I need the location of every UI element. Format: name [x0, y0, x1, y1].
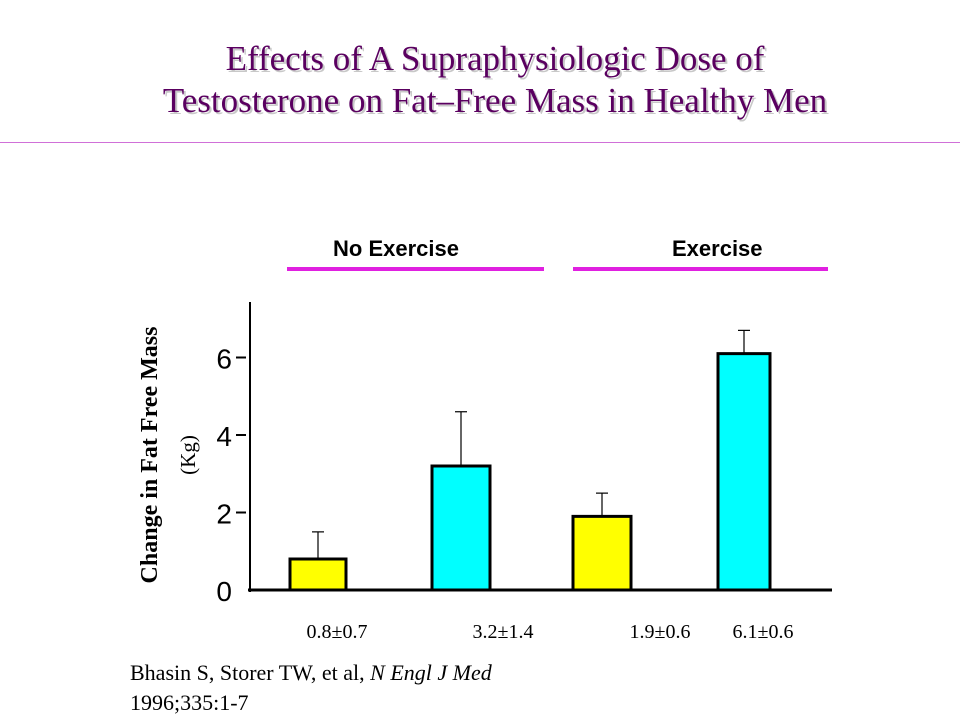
citation-authors: Bhasin S, Storer TW, et al, — [130, 660, 371, 685]
bar-0 — [288, 557, 348, 592]
citation: Bhasin S, Storer TW, et al, N Engl J Med… — [130, 658, 690, 718]
group-label-no-exercise: No Exercise — [333, 236, 459, 261]
slide-title: Effects of A Supraphysiologic Dose of Te… — [0, 38, 960, 122]
y-axis-label: Change in Fat Free Mass — [137, 327, 163, 584]
title-line-2: Testosterone on Fat–Free Mass in Healthy… — [162, 81, 828, 120]
y-tick-label: 2 — [216, 499, 232, 530]
x-category-label: 1.9±0.6 — [630, 621, 691, 643]
citation-journal: N Engl J Med — [370, 660, 492, 685]
x-category-label: 0.8±0.7 — [307, 621, 368, 643]
x-category-label: 3.2±1.4 — [473, 621, 534, 643]
x-category-label: 6.1±0.6 — [733, 621, 794, 643]
y-tick-label: 4 — [216, 421, 232, 452]
y-tick-label: 6 — [216, 344, 232, 375]
citation-ref: 1996;335:1-7 — [130, 690, 249, 715]
title-divider — [0, 142, 960, 143]
group-label-exercise: Exercise — [672, 236, 763, 261]
y-tick-label: 0 — [216, 576, 232, 607]
bar-2 — [571, 514, 633, 592]
title-line-1: Effects of A Supraphysiologic Dose of — [225, 39, 765, 78]
bar-1 — [430, 464, 492, 592]
bar-3 — [716, 352, 772, 592]
y-axis-unit-label: (Kg) — [176, 435, 200, 475]
